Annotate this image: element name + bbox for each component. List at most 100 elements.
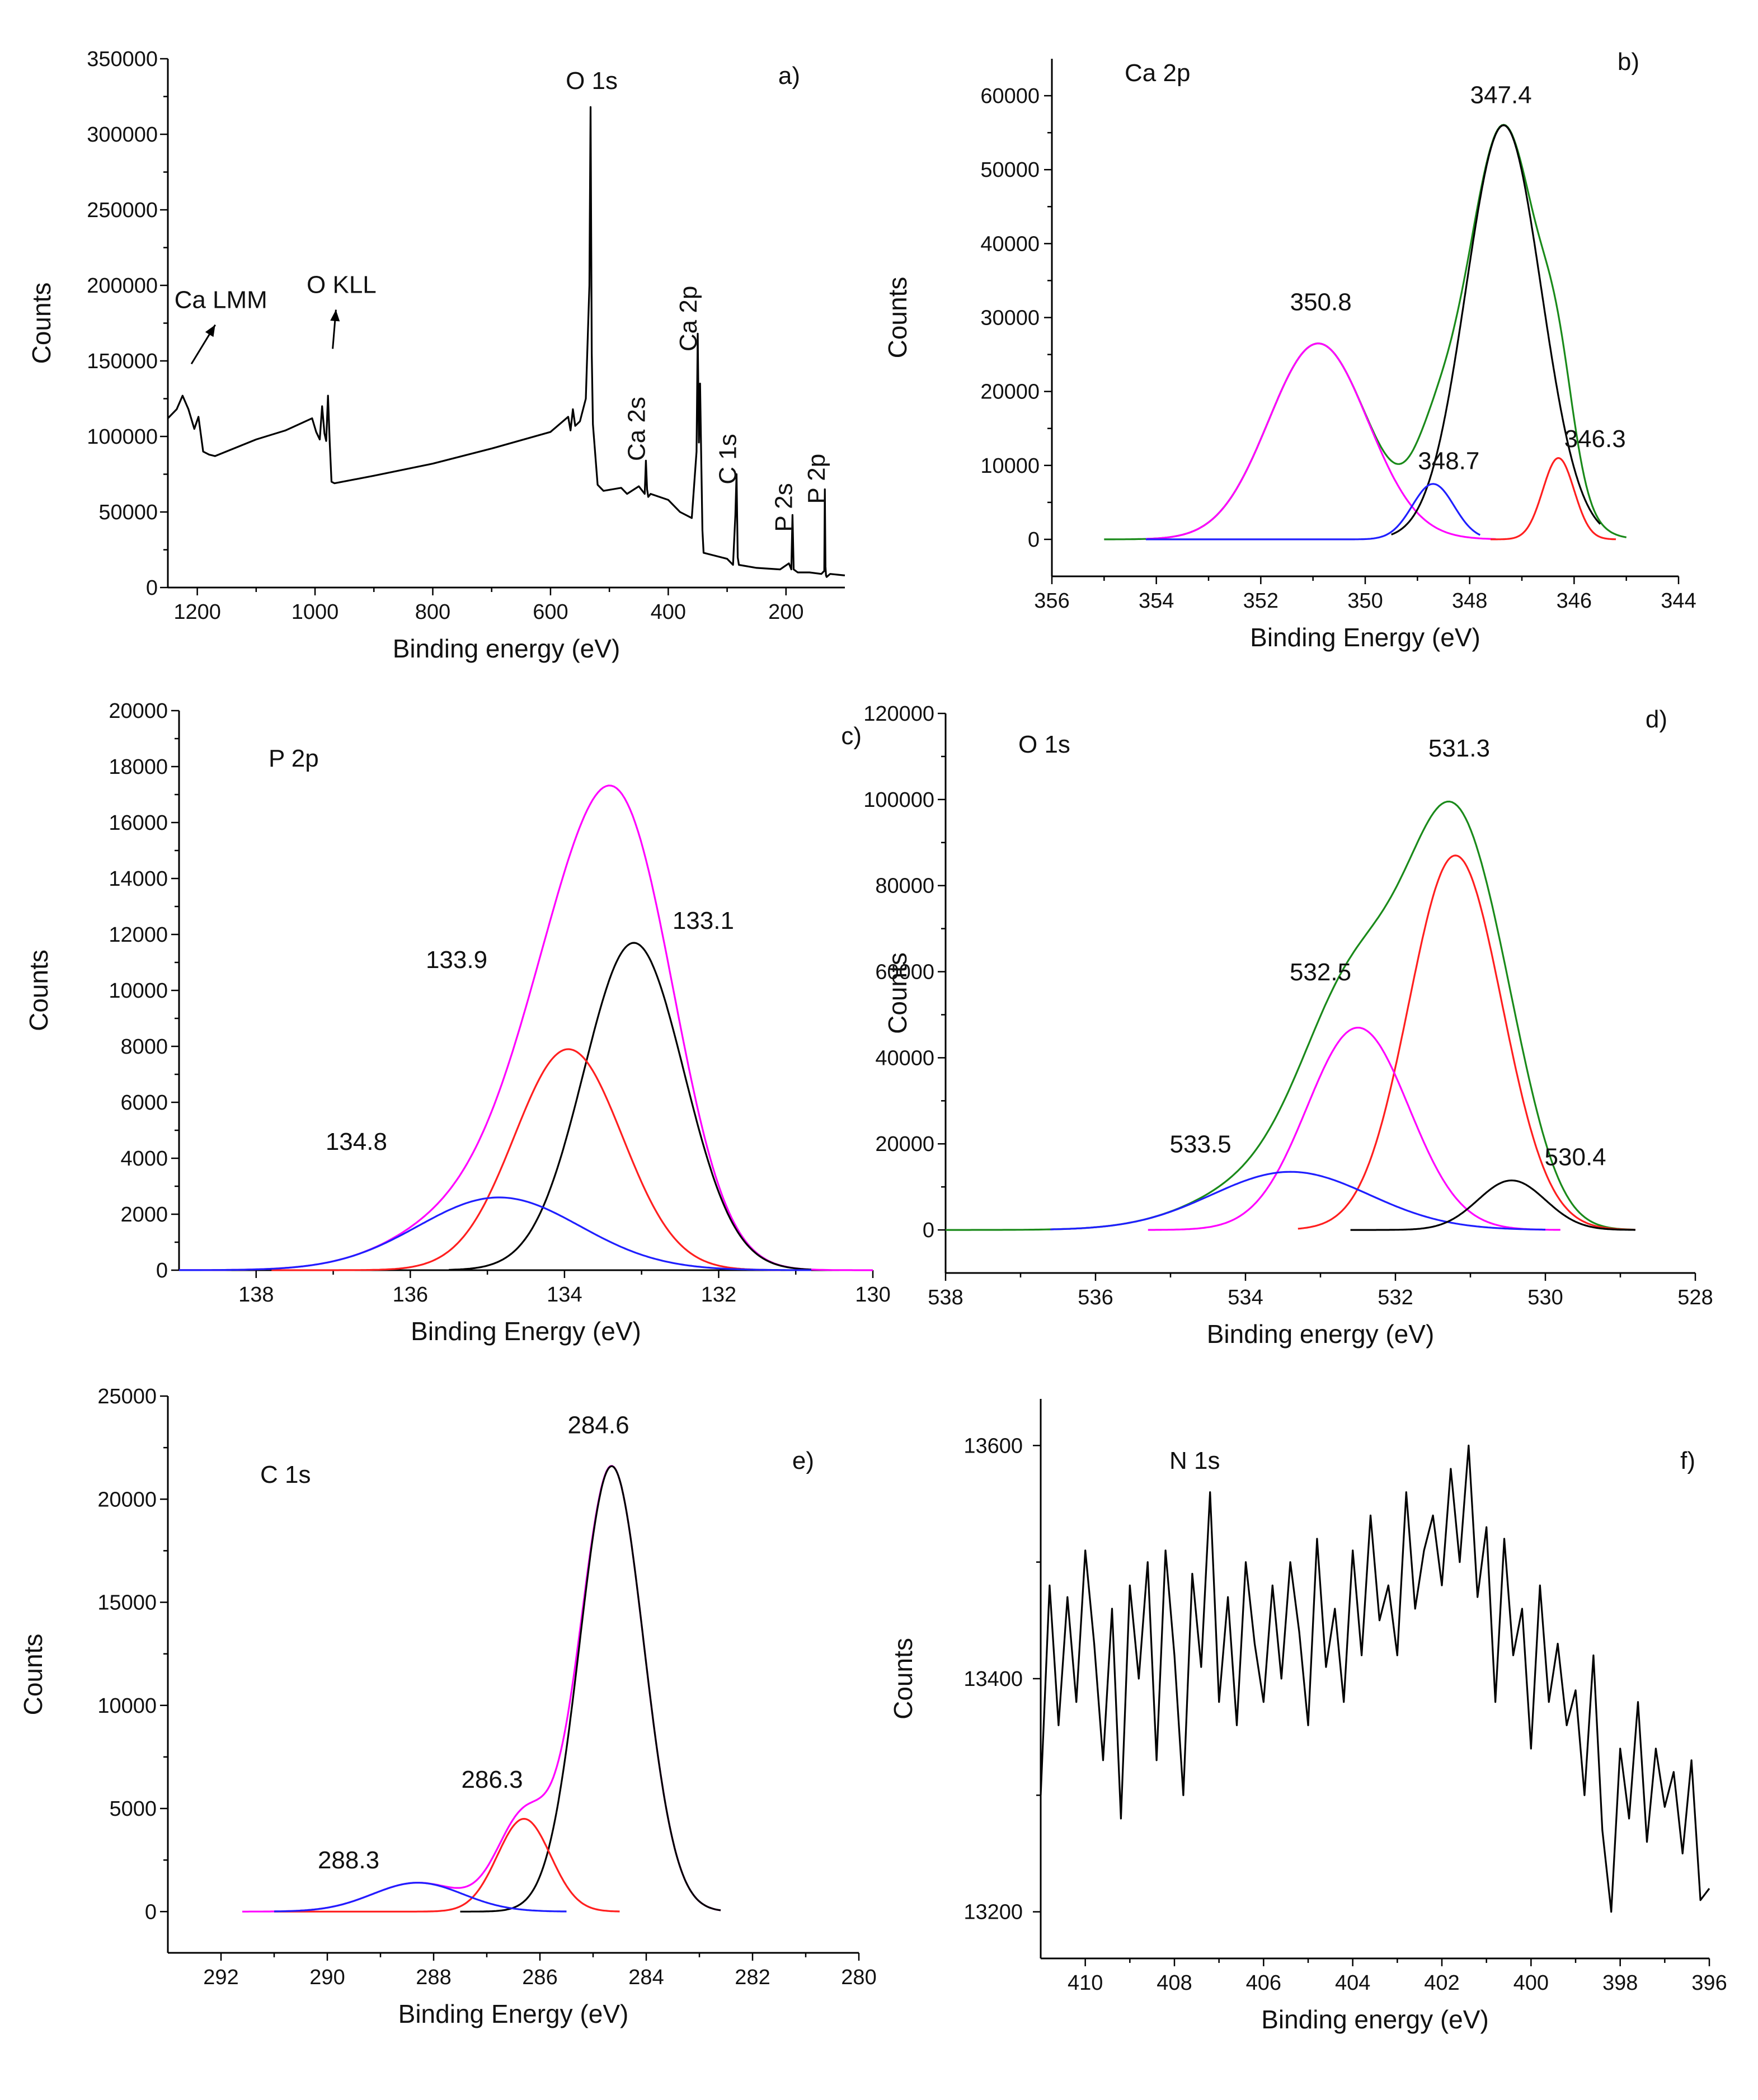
- series-line-348-7: [1146, 483, 1480, 541]
- series-line-532-5: [1148, 1027, 1560, 1231]
- y-tick-label: 14000: [109, 867, 168, 891]
- x-tick-label: 280: [841, 1966, 876, 1989]
- series-line-134-8: [179, 1196, 811, 1271]
- y-tick-label: 0: [145, 1900, 157, 1924]
- y-tick-label: 0: [1028, 528, 1040, 552]
- y-tick-label: 20000: [97, 1488, 157, 1511]
- peak-annotation: O KLL: [307, 271, 377, 299]
- y-axis-title: Counts: [27, 283, 56, 364]
- x-tick-label: 284: [628, 1966, 664, 1989]
- x-tick-label: 200: [768, 600, 803, 624]
- panel-label: e): [792, 1447, 814, 1474]
- x-tick-label: 534: [1228, 1286, 1263, 1309]
- arrow-head-icon: [205, 325, 215, 337]
- x-tick-label: 396: [1691, 1971, 1727, 1995]
- peak-annotation: 133.9: [426, 946, 487, 974]
- x-tick-label: 532: [1378, 1286, 1413, 1309]
- series-line-286-3: [274, 1817, 620, 1913]
- arrow-head-icon: [330, 309, 340, 322]
- peak-annotation: 350.8: [1290, 288, 1352, 316]
- peak-annotation: P 2p: [803, 454, 830, 504]
- x-tick-label: 536: [1078, 1286, 1113, 1309]
- y-tick-label: 80000: [875, 875, 934, 898]
- panel-label: b): [1618, 48, 1639, 76]
- y-tick-label: 10000: [109, 979, 168, 1003]
- x-tick-label: 354: [1139, 589, 1174, 613]
- series-line-n-1s: [1040, 1444, 1710, 1913]
- x-tick-label: 138: [238, 1283, 274, 1307]
- y-tick-label: 40000: [980, 232, 1040, 256]
- y-axis-title: Counts: [18, 1634, 48, 1716]
- y-tick-label: 0: [156, 1259, 168, 1282]
- panel-c-p-2p-spectrum: 138 136 134 132 130 0 2000 4000 6000 8000 10000 120…: [24, 699, 891, 1346]
- series-line-531-3: [1298, 854, 1635, 1231]
- peak-annotation: 531.3: [1428, 735, 1490, 762]
- y-tick-label: 20000: [109, 699, 168, 723]
- x-tick-label: 1000: [292, 600, 339, 624]
- panel-label: a): [778, 62, 800, 90]
- y-tick-label: 2000: [120, 1203, 168, 1227]
- series-line-survey: [167, 106, 845, 578]
- panel-title: P 2p: [269, 745, 319, 772]
- peak-annotation: 347.4: [1470, 81, 1532, 109]
- x-tick-label: 406: [1246, 1971, 1281, 1995]
- x-tick-label: 1200: [173, 600, 221, 624]
- series-line-533-5: [1050, 1171, 1545, 1231]
- y-tick-label: 100000: [87, 425, 158, 449]
- peak-annotation: Ca 2p: [675, 286, 702, 351]
- y-tick-label: 200000: [87, 274, 158, 298]
- y-axis-title: Counts: [889, 1638, 918, 1720]
- peak-annotation: 134.8: [326, 1128, 387, 1155]
- peak-annotation: 133.1: [673, 907, 734, 934]
- x-tick-label: 402: [1424, 1971, 1459, 1995]
- x-axis-title: Binding energy (eV): [393, 634, 621, 663]
- y-tick-label: 16000: [109, 811, 168, 835]
- y-tick-label: 50000: [980, 158, 1040, 182]
- x-tick-label: 346: [1557, 589, 1592, 613]
- x-tick-label: 400: [1513, 1971, 1549, 1995]
- x-tick-label: 290: [309, 1966, 345, 1989]
- y-tick-label: 20000: [875, 1133, 934, 1156]
- y-tick-label: 350000: [87, 48, 158, 71]
- peak-annotation: O 1s: [566, 67, 618, 95]
- y-tick-label: 10000: [980, 454, 1040, 478]
- x-axis-title: Binding Energy (eV): [1250, 623, 1480, 652]
- x-axis-title: Binding Energy (eV): [411, 1317, 641, 1346]
- panel-title: Ca 2p: [1125, 59, 1190, 87]
- y-tick-label: 13400: [963, 1667, 1023, 1691]
- y-tick-label: 0: [923, 1219, 934, 1242]
- x-tick-label: 136: [393, 1283, 428, 1307]
- x-tick-label: 348: [1452, 589, 1487, 613]
- y-tick-label: 18000: [109, 755, 168, 779]
- peak-annotation: 533.5: [1170, 1131, 1231, 1158]
- y-tick-label: 0: [146, 576, 158, 600]
- y-axis-title: Counts: [24, 950, 53, 1031]
- x-tick-label: 134: [547, 1283, 582, 1307]
- peak-annotation: 286.3: [461, 1766, 523, 1793]
- x-tick-label: 356: [1034, 589, 1069, 613]
- x-tick-label: 400: [651, 600, 686, 624]
- panel-label: f): [1680, 1447, 1695, 1474]
- series-line-envelope: [946, 800, 1635, 1231]
- x-tick-label: 404: [1335, 1971, 1370, 1995]
- y-tick-label: 13200: [963, 1901, 1023, 1924]
- x-tick-label: 282: [735, 1966, 770, 1989]
- y-tick-label: 15000: [97, 1591, 157, 1615]
- series-line-288-3: [274, 1882, 567, 1913]
- x-tick-label: 132: [701, 1283, 736, 1307]
- panel-f-n-1s-spectrum: 410 408 406 404 402 400 398 396 13200 13400 13600 B…: [889, 1399, 1727, 2034]
- y-axis-title: Counts: [883, 952, 912, 1034]
- series-line-133-9: [271, 1048, 781, 1271]
- y-tick-label: 40000: [875, 1046, 934, 1070]
- y-tick-label: 100000: [863, 788, 934, 812]
- peak-annotation: C 1s: [714, 434, 741, 484]
- peak-annotation: P 2s: [770, 483, 797, 532]
- x-tick-label: 130: [855, 1283, 890, 1307]
- y-tick-label: 30000: [980, 307, 1040, 330]
- panel-title: O 1s: [1018, 731, 1070, 758]
- panel-title: N 1s: [1169, 1447, 1220, 1474]
- y-tick-label: 50000: [98, 501, 158, 524]
- panel-a-survey-spectrum: 1200 1000 800 600 400 200 0 50000 100000 150000 20…: [27, 48, 845, 663]
- y-tick-label: 250000: [87, 199, 158, 222]
